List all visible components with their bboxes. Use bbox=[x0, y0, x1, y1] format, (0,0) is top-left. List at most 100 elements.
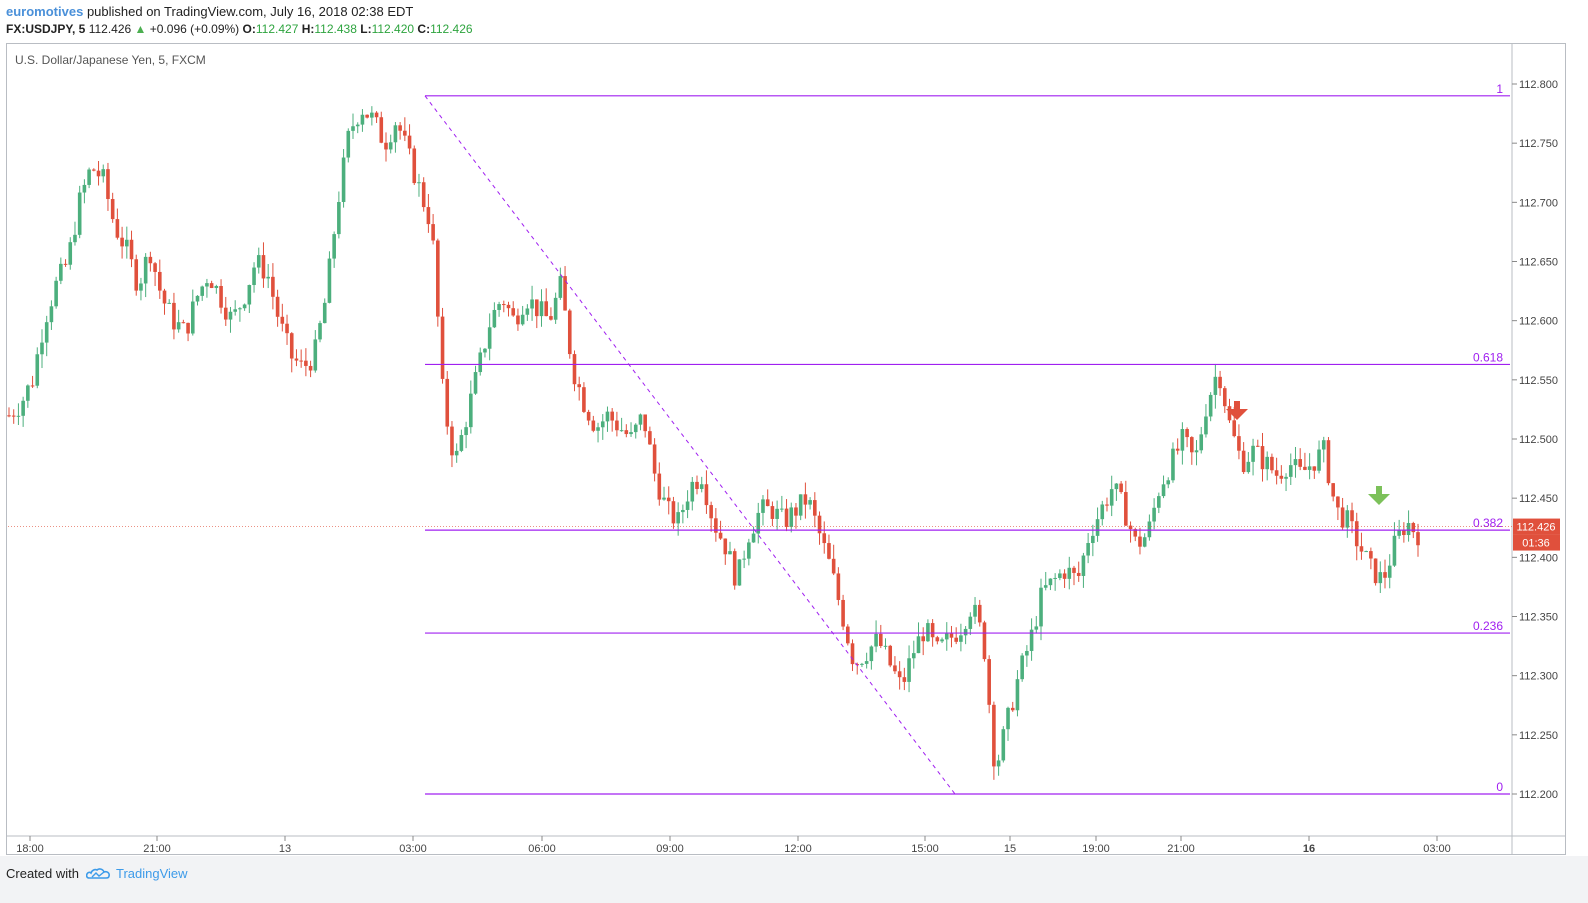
candle-body bbox=[106, 169, 110, 200]
candle-body bbox=[219, 285, 223, 308]
candle-body bbox=[1321, 440, 1326, 450]
price-change: +0.096 (+0.09%) bbox=[149, 22, 240, 36]
candle-body bbox=[1312, 466, 1317, 471]
candle-body bbox=[1091, 535, 1095, 544]
candle-body bbox=[1265, 456, 1270, 470]
candle-body bbox=[1072, 567, 1076, 573]
candle-body bbox=[888, 645, 893, 666]
candle-body bbox=[261, 255, 266, 279]
candle-body bbox=[973, 604, 977, 617]
candle-body bbox=[1227, 406, 1232, 421]
candle-body bbox=[954, 637, 958, 642]
y-tick-label: 112.250 bbox=[1519, 730, 1558, 742]
candle-body bbox=[605, 411, 610, 422]
candle-body bbox=[511, 308, 516, 316]
candle-body bbox=[921, 636, 926, 642]
candle-body bbox=[728, 551, 732, 555]
candle-body bbox=[751, 533, 756, 543]
candle-body bbox=[308, 365, 313, 371]
candle-body bbox=[1157, 496, 1161, 508]
candle-body bbox=[40, 342, 44, 355]
candle-body bbox=[341, 157, 346, 203]
candle-body bbox=[544, 301, 549, 317]
candle-body bbox=[1232, 420, 1237, 437]
candle-body bbox=[1086, 543, 1090, 556]
candle-body bbox=[1378, 572, 1383, 584]
candle-body bbox=[30, 385, 35, 387]
candle-body bbox=[266, 276, 270, 279]
candle-body bbox=[1133, 529, 1138, 537]
chart-title: U.S. Dollar/Japanese Yen, 5, FXCM bbox=[15, 53, 206, 67]
author-link[interactable]: euromotives bbox=[6, 4, 84, 19]
candle-body bbox=[742, 558, 746, 560]
candle-body bbox=[1015, 679, 1020, 711]
candle-body bbox=[723, 538, 728, 555]
candle-body bbox=[313, 339, 318, 371]
candle-body bbox=[1246, 461, 1251, 473]
candle-body bbox=[1001, 729, 1006, 761]
candle-body bbox=[1279, 475, 1284, 479]
candle-body bbox=[1006, 707, 1010, 730]
candle-body bbox=[275, 296, 280, 317]
candle-body bbox=[1293, 459, 1298, 466]
candle-body bbox=[1326, 440, 1331, 484]
candle-body bbox=[1218, 376, 1222, 389]
candle-body bbox=[167, 302, 172, 304]
fib-trendline bbox=[424, 95, 956, 795]
candle-body bbox=[445, 378, 450, 427]
candle-body bbox=[803, 494, 808, 505]
high-label: H: bbox=[301, 22, 315, 36]
candle-body bbox=[671, 501, 676, 524]
y-tick-label: 112.550 bbox=[1519, 375, 1558, 387]
candle-body bbox=[596, 427, 600, 431]
candle-body bbox=[54, 280, 58, 307]
candle-body bbox=[454, 450, 459, 456]
candle-body bbox=[1298, 459, 1302, 467]
candle-body bbox=[789, 507, 794, 527]
candle-body bbox=[473, 372, 478, 394]
tradingview-cloud-icon[interactable] bbox=[86, 866, 112, 882]
y-tick-label: 112.650 bbox=[1519, 257, 1558, 269]
x-tick-label: 15 bbox=[1004, 843, 1016, 855]
chart-frame bbox=[6, 43, 1566, 855]
candle-body bbox=[115, 219, 120, 238]
created-with-text: Created with bbox=[6, 866, 79, 881]
candle-body bbox=[1237, 436, 1241, 451]
candle-body bbox=[780, 508, 784, 510]
x-tick-label: 03:00 bbox=[1423, 843, 1451, 855]
candle-body bbox=[657, 473, 662, 500]
candle-body bbox=[676, 512, 680, 524]
candle-body bbox=[520, 314, 525, 325]
candle-body bbox=[87, 169, 91, 185]
candle-body bbox=[1152, 507, 1156, 522]
candle-body bbox=[247, 285, 252, 305]
high-value: 112.438 bbox=[314, 22, 357, 36]
candle-body bbox=[860, 663, 864, 665]
candle-body bbox=[294, 358, 299, 361]
candle-body bbox=[157, 271, 162, 291]
candle-body bbox=[59, 263, 63, 281]
candle-body bbox=[977, 604, 982, 623]
candle-body bbox=[591, 420, 596, 431]
candle-body bbox=[567, 310, 572, 355]
candle-body bbox=[1241, 450, 1246, 473]
candle-body bbox=[337, 202, 341, 235]
candle-body bbox=[1331, 483, 1335, 497]
candle-body bbox=[125, 239, 129, 247]
candle-body bbox=[681, 509, 685, 513]
candle-body bbox=[299, 360, 303, 362]
candle-body bbox=[431, 224, 435, 241]
candle-body bbox=[949, 633, 954, 638]
candle-body bbox=[530, 299, 534, 309]
candle-body bbox=[1359, 546, 1364, 552]
candle-body bbox=[1307, 466, 1312, 470]
candle-body bbox=[940, 639, 944, 642]
candle-body bbox=[1354, 521, 1359, 547]
candle-body bbox=[1180, 429, 1185, 451]
tradingview-brand-link[interactable]: TradingView bbox=[116, 866, 188, 881]
candle-body bbox=[897, 671, 902, 678]
candle-body bbox=[440, 316, 445, 379]
candle-body bbox=[1402, 530, 1406, 536]
candle-body bbox=[252, 267, 256, 286]
